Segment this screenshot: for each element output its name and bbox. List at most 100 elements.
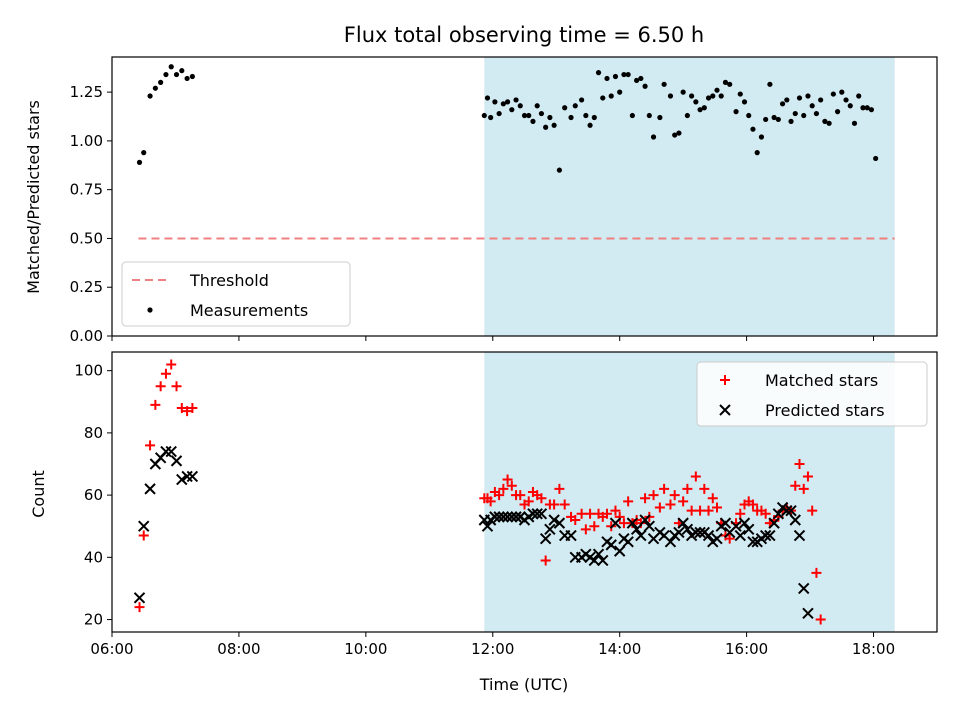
matched-star-marker — [145, 440, 156, 451]
predicted-star-marker — [793, 529, 806, 542]
matched-star-marker — [182, 406, 193, 417]
measurement-point — [642, 83, 648, 89]
matched-star-marker — [602, 508, 612, 519]
measurement-point — [184, 75, 190, 82]
matched-star-marker — [138, 530, 149, 541]
measurement-point — [158, 79, 164, 85]
matched-star-marker — [811, 567, 822, 578]
predicted-star-marker — [489, 511, 501, 523]
y-tick-label: 0.50 — [70, 229, 103, 247]
measurement-point — [754, 150, 760, 156]
legend-label: Measurements — [190, 301, 308, 320]
measurement-point — [779, 101, 786, 107]
measurement-point — [572, 103, 578, 109]
predicted-star-marker — [597, 554, 609, 567]
measurement-point — [684, 112, 690, 119]
measurement-point — [189, 73, 195, 80]
matched-star-marker — [618, 518, 629, 529]
predicted-star-marker — [186, 470, 199, 483]
predicted-star-marker — [548, 514, 560, 526]
matched-star-marker — [807, 505, 818, 516]
matched-star-marker — [494, 490, 505, 501]
measurement-point — [551, 122, 557, 128]
predicted-star-marker — [639, 514, 651, 526]
legend-matched-swatch — [720, 375, 730, 385]
predicted-star-marker — [759, 529, 772, 542]
predicted-star-marker — [802, 607, 814, 620]
matched-star-marker — [523, 496, 534, 507]
predicted-star-marker — [531, 508, 543, 520]
measurement-point — [676, 130, 682, 136]
measurement-point — [617, 89, 623, 95]
measurement-point — [608, 93, 614, 99]
measurement-point — [727, 81, 733, 87]
matched-star-marker — [724, 533, 735, 544]
predicted-star-marker — [798, 582, 810, 595]
y-tick-label: 100 — [74, 362, 103, 380]
predicted-star-marker — [711, 532, 723, 545]
predicted-star-marker — [772, 508, 785, 520]
measurement-point — [705, 95, 712, 101]
predicted-star-marker — [719, 517, 732, 529]
y-tick-label: 20 — [84, 611, 103, 629]
predicted-star-marker — [510, 511, 522, 523]
measurement-point — [847, 103, 853, 109]
top-ratio-panel: 0.00 0.25 0.50 0.75 1.00 1.25 Threshold Measure… — [70, 56, 938, 345]
predicted-star-marker — [781, 504, 793, 517]
measurement-point — [796, 95, 803, 101]
matched-star-marker — [498, 483, 509, 494]
measurement-point — [513, 97, 519, 103]
measurement-point — [856, 93, 862, 99]
matched-star-marker — [515, 490, 526, 501]
y-tick-label: 0.00 — [70, 327, 103, 345]
matched-star-marker — [669, 490, 680, 501]
measurement-point — [667, 93, 674, 99]
y-tick-label: 0.75 — [70, 181, 103, 199]
predicted-star-marker — [673, 526, 685, 539]
measurement-point — [813, 110, 820, 117]
measurement-point — [538, 110, 545, 117]
x-tick-label: 10:00 — [344, 640, 387, 658]
matched-star-marker — [712, 502, 722, 513]
legend-label: Threshold — [189, 271, 269, 290]
matched-star-marker — [540, 555, 551, 566]
matched-star-marker — [802, 471, 813, 482]
plot-frame — [111, 351, 938, 633]
predicted-star-marker — [133, 592, 146, 604]
predicted-star-marker — [144, 483, 156, 495]
matched-star-marker — [623, 496, 634, 507]
measurement-point — [843, 97, 849, 103]
measurement-point — [591, 114, 597, 121]
matched-star-marker — [580, 524, 591, 535]
predicted-star-marker — [785, 504, 797, 517]
matched-star-marker — [549, 499, 560, 510]
predicted-star-marker — [734, 529, 746, 542]
predicted-star-marker — [626, 517, 639, 529]
measurement-point — [661, 81, 667, 87]
predicted-star-marker — [630, 523, 643, 536]
matched-star-marker — [559, 499, 570, 510]
predicted-star-marker — [643, 520, 656, 532]
measurement-point — [646, 112, 652, 119]
matched-star-marker — [703, 505, 714, 516]
measurement-point — [718, 93, 724, 99]
measurement-point — [792, 110, 798, 117]
measurement-point — [873, 155, 879, 162]
matched-star-marker — [760, 508, 771, 519]
measurement-point — [826, 120, 832, 126]
measurement-point — [767, 81, 773, 87]
measurement-point — [152, 85, 158, 91]
measurement-point — [595, 70, 602, 76]
matched-star-marker — [176, 403, 187, 413]
measurement-point — [543, 124, 549, 130]
predicted-star-marker — [743, 523, 755, 536]
measurement-point — [147, 93, 153, 99]
predicted-star-marker — [605, 539, 617, 551]
predicted-star-marker — [702, 529, 715, 542]
matched-star-marker — [699, 483, 710, 494]
measurement-point — [625, 71, 631, 78]
y-tick-label: 1.25 — [70, 83, 103, 101]
matched-star-marker — [576, 508, 587, 519]
matched-star-marker — [686, 505, 697, 516]
matched-star-marker — [798, 483, 809, 494]
